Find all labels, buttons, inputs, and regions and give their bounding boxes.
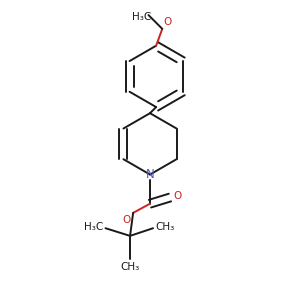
Text: H₃C: H₃C bbox=[132, 12, 152, 22]
Text: O: O bbox=[164, 17, 172, 27]
Text: CH₃: CH₃ bbox=[155, 222, 175, 232]
Text: N: N bbox=[146, 168, 154, 181]
Text: CH₃: CH₃ bbox=[120, 262, 140, 272]
Text: H₃C: H₃C bbox=[84, 222, 103, 232]
Text: O: O bbox=[174, 191, 182, 201]
Text: O: O bbox=[122, 215, 131, 225]
